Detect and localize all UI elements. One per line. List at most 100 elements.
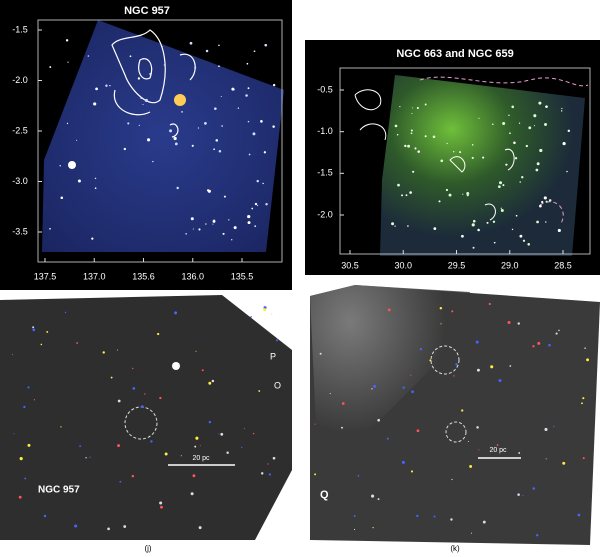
star: [268, 473, 271, 476]
star: [231, 87, 235, 91]
star: [213, 148, 215, 151]
contour: [354, 89, 515, 221]
star: [519, 181, 521, 183]
star: [87, 55, 90, 57]
plot-frame: [37, 19, 283, 263]
star: [582, 397, 585, 400]
star: [505, 163, 508, 166]
y-tick-label: -3.0: [12, 176, 28, 186]
star: [173, 136, 177, 141]
star: [189, 41, 193, 45]
star: [13, 433, 15, 435]
star: [440, 159, 444, 163]
star: [252, 432, 255, 435]
star: [521, 176, 524, 179]
star: [94, 177, 97, 180]
star: [462, 193, 464, 195]
star: [265, 202, 268, 206]
star: [416, 106, 419, 109]
star: [198, 526, 202, 530]
star: [429, 359, 432, 362]
star: [472, 246, 475, 249]
star: [140, 405, 144, 408]
star: [142, 57, 144, 60]
star: [64, 311, 67, 314]
star: [416, 429, 420, 433]
star: [424, 103, 427, 106]
star: [241, 446, 243, 449]
star: [448, 193, 452, 197]
star: [373, 384, 377, 388]
star: [77, 179, 81, 183]
star: [507, 321, 511, 324]
star: [123, 147, 127, 151]
star: [557, 228, 561, 233]
star: [147, 138, 151, 142]
star: [498, 379, 502, 383]
star: [482, 156, 485, 159]
star: [438, 200, 441, 203]
panel-ngc663-ir: NGC 663 and NGC 659 -0.5 -1.0 -1.5 -2.0 30.5…: [305, 40, 600, 275]
star: [410, 132, 413, 135]
star: [194, 445, 197, 448]
star: [394, 124, 398, 128]
star: [19, 457, 23, 461]
panel-ngc957-optical: P O NGC 957 20 pc (j): [0, 295, 292, 553]
star: [467, 440, 469, 442]
star: [527, 243, 530, 246]
star: [584, 347, 586, 349]
star: [267, 463, 269, 465]
star: [185, 233, 187, 235]
star: [218, 65, 220, 68]
star: [508, 114, 510, 117]
x-tick-label: 30.0: [394, 260, 412, 270]
star: [432, 135, 436, 139]
star: [91, 237, 94, 240]
star: [23, 405, 26, 408]
star: [252, 132, 256, 136]
star: [102, 351, 105, 354]
star: [74, 524, 78, 528]
star: [558, 329, 560, 332]
star: [553, 425, 555, 428]
star: [533, 114, 537, 118]
star: [424, 135, 427, 138]
star: [371, 494, 375, 498]
y-tick-label: -2.0: [12, 75, 28, 85]
star: [341, 402, 345, 405]
star: [476, 426, 479, 429]
star: [461, 234, 464, 238]
star: [451, 310, 454, 313]
star: [254, 202, 258, 206]
star: [486, 221, 489, 224]
star: [94, 187, 97, 190]
star: [455, 363, 458, 366]
star: [49, 227, 51, 230]
star: [160, 505, 163, 509]
star: [411, 390, 414, 394]
star: [544, 427, 548, 431]
star: [27, 443, 31, 447]
star: [439, 306, 443, 310]
star: [11, 354, 14, 356]
star: [247, 214, 251, 219]
star: [60, 196, 64, 200]
star: [79, 445, 82, 447]
star: [247, 87, 250, 90]
x-tick-label: 29.5: [448, 260, 466, 270]
star: [533, 125, 536, 127]
panel-title: NGC 957: [124, 5, 170, 17]
star: [132, 367, 134, 370]
star: [329, 392, 331, 395]
x-tick-label: 135.5: [231, 271, 254, 281]
panel-ngc663-optical: 20 pc Q (k): [310, 285, 600, 553]
star: [40, 343, 43, 346]
star: [545, 458, 547, 460]
star: [138, 124, 140, 126]
star: [567, 129, 571, 133]
star: [218, 433, 220, 435]
star: [163, 64, 166, 66]
star: [218, 150, 222, 153]
star: [228, 219, 230, 221]
star: [117, 399, 121, 403]
